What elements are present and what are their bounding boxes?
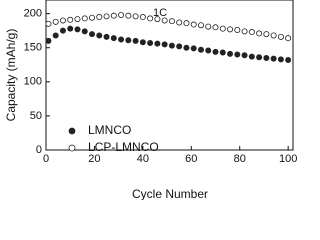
data-point [263, 54, 270, 61]
data-point [256, 54, 263, 61]
data-point [132, 13, 139, 20]
data-point [154, 40, 161, 47]
x-axis-label: Cycle Number [132, 187, 208, 200]
data-point [59, 27, 66, 34]
x-tick-label: 20 [88, 153, 100, 165]
data-point [270, 55, 277, 62]
data-point [168, 18, 175, 25]
legend-label: LCP-LMNCO [88, 140, 159, 154]
x-tick-label: 100 [279, 153, 297, 165]
data-point [125, 37, 132, 44]
y-tick-label: 100 [24, 76, 42, 88]
y-tick-label: 50 [30, 110, 42, 122]
data-point [183, 44, 190, 51]
data-point [241, 52, 248, 59]
x-tick-label: 0 [43, 153, 49, 165]
data-point [103, 13, 110, 20]
y-tick-label: 200 [24, 8, 42, 20]
x-tick-label: 40 [137, 153, 149, 165]
annotation: 1C [153, 7, 167, 19]
data-point [263, 31, 270, 38]
data-point [89, 31, 96, 38]
data-point [248, 53, 255, 60]
legend-marker [68, 127, 76, 135]
data-point [103, 33, 110, 40]
data-point [212, 48, 219, 55]
legend-label: LMNCO [88, 123, 131, 137]
data-point [285, 57, 292, 64]
data-point [241, 28, 248, 35]
data-point [205, 47, 212, 54]
data-point [227, 26, 234, 33]
data-point [125, 12, 132, 19]
data-point [168, 42, 175, 49]
data-point [59, 17, 66, 24]
data-point [132, 37, 139, 44]
data-point [277, 56, 284, 63]
data-point [52, 18, 59, 25]
data-point [139, 14, 146, 21]
data-point [96, 14, 103, 21]
data-point [52, 32, 59, 39]
data-point [67, 16, 74, 23]
data-point [154, 16, 161, 23]
plot-frame [45, 0, 294, 151]
data-point [190, 21, 197, 28]
chart: 1C Cycle Number Capacity (mAh/g) 0 50 100 1… [4, 0, 297, 200]
data-point [67, 25, 74, 32]
data-point [183, 20, 190, 27]
data-point [270, 32, 277, 39]
data-point [147, 39, 154, 46]
data-point [110, 35, 117, 42]
data-point [219, 49, 226, 56]
data-point [190, 45, 197, 52]
data-point [285, 35, 292, 42]
data-point [45, 20, 52, 27]
data-point [110, 12, 117, 19]
y-axis-label: Capacity (mAh/g) [4, 29, 18, 122]
legend-marker [68, 144, 76, 152]
data-point [161, 17, 168, 24]
data-point [234, 51, 241, 58]
data-point [219, 25, 226, 32]
data-point [118, 11, 125, 18]
data-point [256, 30, 263, 37]
y-tick-label: 0 [36, 144, 42, 156]
data-point [74, 26, 81, 33]
y-tick-label: 150 [24, 42, 42, 54]
x-tick-label: 60 [185, 153, 197, 165]
data-point [197, 46, 204, 53]
data-point [74, 16, 81, 23]
data-point [176, 43, 183, 50]
data-point [45, 37, 52, 44]
data-point [248, 29, 255, 36]
data-point [205, 23, 212, 30]
data-point [277, 33, 284, 40]
data-point [234, 26, 241, 33]
data-point [147, 15, 154, 22]
data-point [227, 50, 234, 57]
x-tick-label: 80 [234, 153, 246, 165]
data-point [81, 15, 88, 22]
data-point [96, 32, 103, 39]
data-point [81, 28, 88, 35]
data-point [139, 39, 146, 46]
data-point [212, 24, 219, 31]
data-point [118, 36, 125, 43]
data-point [197, 22, 204, 29]
data-point [161, 41, 168, 48]
data-point [89, 14, 96, 21]
data-point [176, 19, 183, 26]
